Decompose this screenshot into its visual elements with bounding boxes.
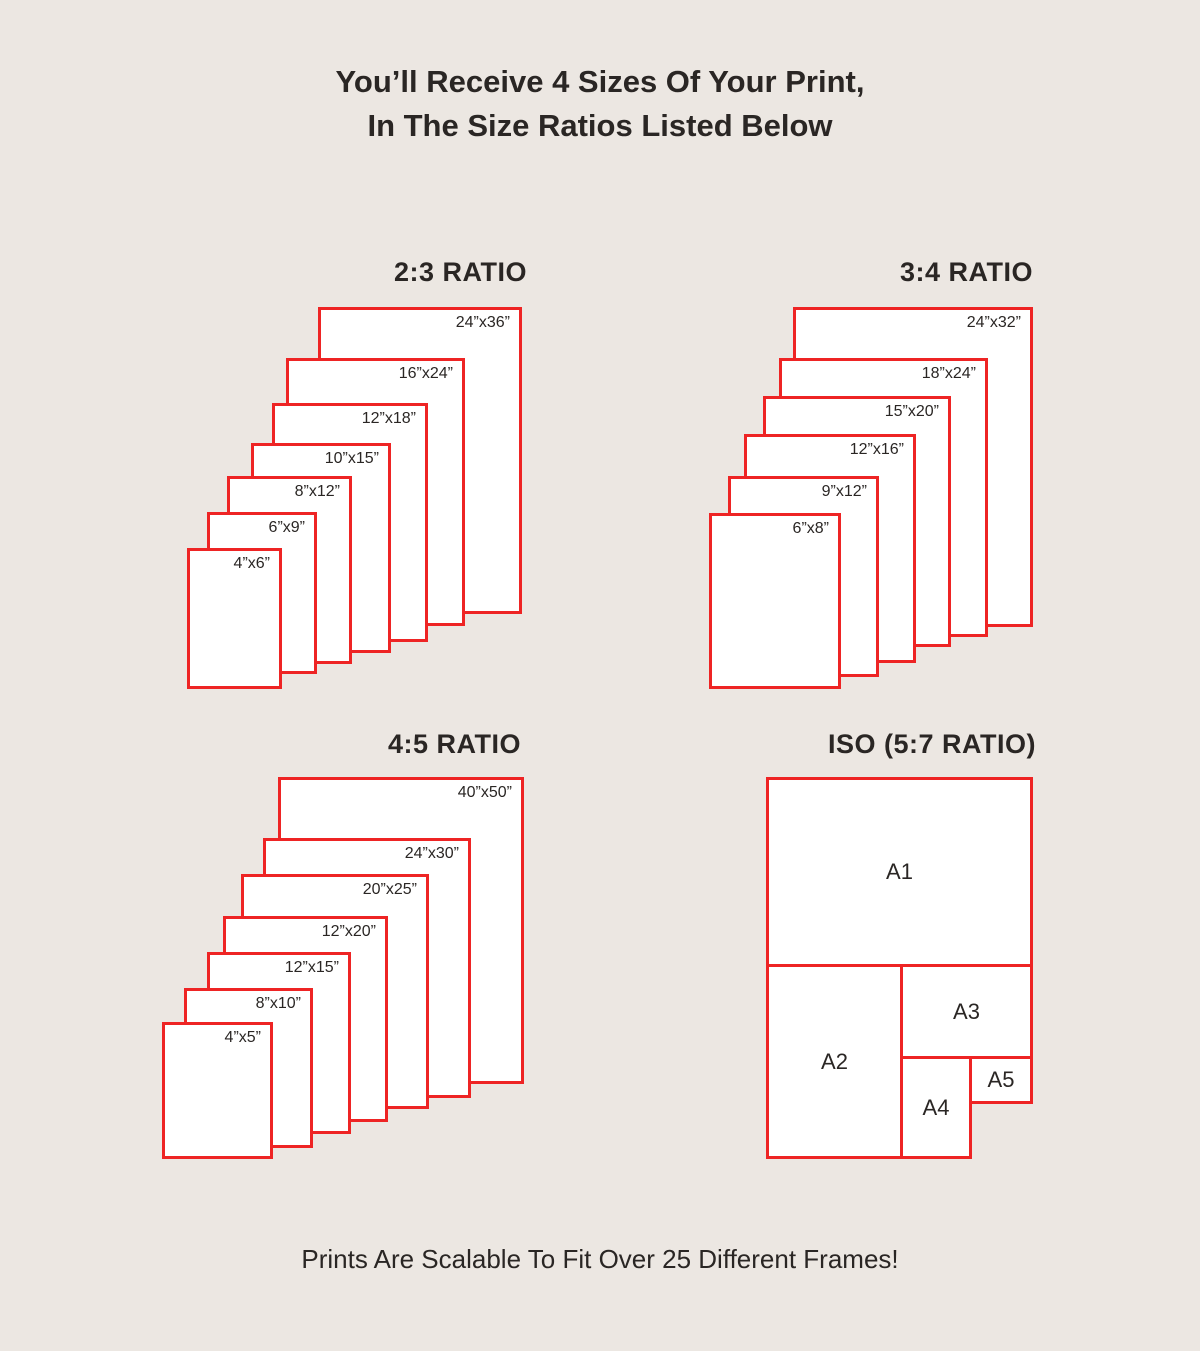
size-label: 40”x50” [457,784,512,801]
page-title-line2: In The Size Ratios Listed Below [367,108,833,143]
size-label: A5 [987,1067,1015,1092]
size-label: 8”x10” [255,995,301,1012]
size-label: 16”x24” [398,365,453,382]
size-label: 9”x12” [821,483,867,500]
iso-paper-rect-a4: A4 [900,1056,972,1159]
size-label: 12”x15” [284,959,339,976]
size-label: 12”x18” [361,410,416,427]
size-label: 12”x16” [849,441,904,458]
size-label: 6”x8” [792,520,829,537]
size-label: A4 [922,1094,950,1120]
group-title-4-5-ratio: 4:5 RATIO [387,729,521,759]
size-label: 24”x30” [404,845,459,862]
size-label: 12”x20” [321,923,376,940]
size-label: A3 [953,998,980,1024]
size-label: 10”x15” [324,450,379,467]
iso-paper-rect-a3: A3 [900,964,1033,1059]
size-label: 20”x25” [362,881,417,898]
group-title-3-4-ratio: 3:4 RATIO [899,257,1033,287]
size-label: 4”x5” [224,1029,261,1046]
iso-paper-rect-a2: A2 [766,964,903,1159]
size-label: 18”x24” [921,365,976,382]
size-label: 24”x32” [966,314,1021,331]
size-label: 15”x20” [884,403,939,420]
size-label: A2 [821,1048,848,1074]
print-size-rect-4x6: 4”x6” [187,548,282,689]
iso-paper-rect-a1: A1 [766,777,1033,967]
size-label: 6”x9” [268,519,305,536]
size-label: 4”x6” [233,555,270,572]
print-size-rect-4x5: 4”x5” [162,1022,273,1159]
size-label: 8”x12” [294,483,340,500]
size-label: 24”x36” [455,314,510,331]
group-title-iso-ratio: ISO (5:7 RATIO) [827,729,1036,759]
group-title-2-3-ratio: 2:3 RATIO [393,257,527,287]
page-footer: Prints Are Scalable To Fit Over 25 Diffe… [301,1244,899,1274]
page-title: You’ll Receive 4 Sizes Of Your Print, In… [0,60,1200,148]
page-title-line1: You’ll Receive 4 Sizes Of Your Print, [335,64,865,99]
print-size-rect-6x8: 6”x8” [709,513,841,689]
size-label: A1 [886,859,913,884]
iso-paper-rect-a5: A5 [969,1056,1033,1104]
